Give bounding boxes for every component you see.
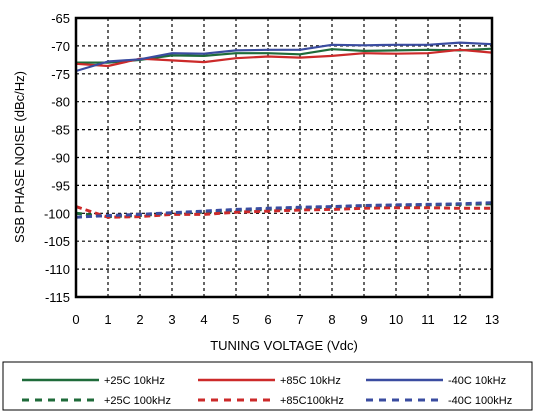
series-line-2 <box>75 41 493 73</box>
series-line-4 <box>75 205 492 219</box>
legend: +25C 10kHz +85C 10kHz -40C 10kHz +25C 100kH… <box>2 361 533 411</box>
x-tick-label: 10 <box>389 312 403 327</box>
x-tick-label: 9 <box>360 312 367 327</box>
x-tick-label: 11 <box>421 312 435 327</box>
y-tick-label: -110 <box>45 262 70 277</box>
legend-box <box>2 361 533 411</box>
x-axis-label: TUNING VOLTAGE (Vdc) <box>210 338 358 353</box>
x-tick-label: 8 <box>328 312 335 327</box>
x-tick-label: 6 <box>264 312 271 327</box>
x-tick-label: 4 <box>200 312 207 327</box>
series-lines <box>75 41 493 219</box>
x-tick-label: 1 <box>104 312 111 327</box>
x-tick-label: 3 <box>168 312 175 327</box>
legend-label-5: -40C 100kHz <box>448 395 512 407</box>
y-tick-labels: -65 -70 -75 -80 -85 -90 -95 -100 -105 -110 -115 <box>44 11 70 305</box>
y-tick-label: -65 <box>51 11 70 26</box>
legend-label-2: -40C 10kHz <box>448 375 506 387</box>
series-line-5 <box>75 201 493 219</box>
x-tick-label: 2 <box>136 312 143 327</box>
y-tick-label: -105 <box>44 234 70 249</box>
x-tick-label: 13 <box>485 312 499 327</box>
grid <box>76 18 492 297</box>
y-tick-label: -95 <box>51 178 70 193</box>
y-tick-label: -90 <box>51 151 70 166</box>
x-tick-labels: 0 1 2 3 4 5 6 7 8 9 10 11 12 13 <box>72 312 499 327</box>
y-tick-label: -85 <box>51 123 70 138</box>
x-tick-label: 7 <box>296 312 303 327</box>
legend-label-1: +85C 10kHz <box>280 375 341 387</box>
y-tick-label: -115 <box>45 290 70 305</box>
legend-label-4: +85C100kHz <box>280 395 344 407</box>
series-line-1 <box>75 48 493 68</box>
legend-label-0: +25C 10kHz <box>104 375 165 387</box>
y-tick-label: -70 <box>51 39 70 54</box>
y-tick-label: -100 <box>44 206 70 221</box>
x-tick-label: 0 <box>72 312 79 327</box>
x-tick-label: 12 <box>453 312 467 327</box>
x-tick-label: 5 <box>232 312 239 327</box>
y-axis-label: SSB PHASE NOISE (dBc/Hz) <box>12 71 27 243</box>
plot-area-frame <box>74 16 494 299</box>
y-tick-label: -80 <box>51 95 70 110</box>
legend-label-3: +25C 100kHz <box>104 395 171 407</box>
y-tick-label: -75 <box>51 67 70 82</box>
